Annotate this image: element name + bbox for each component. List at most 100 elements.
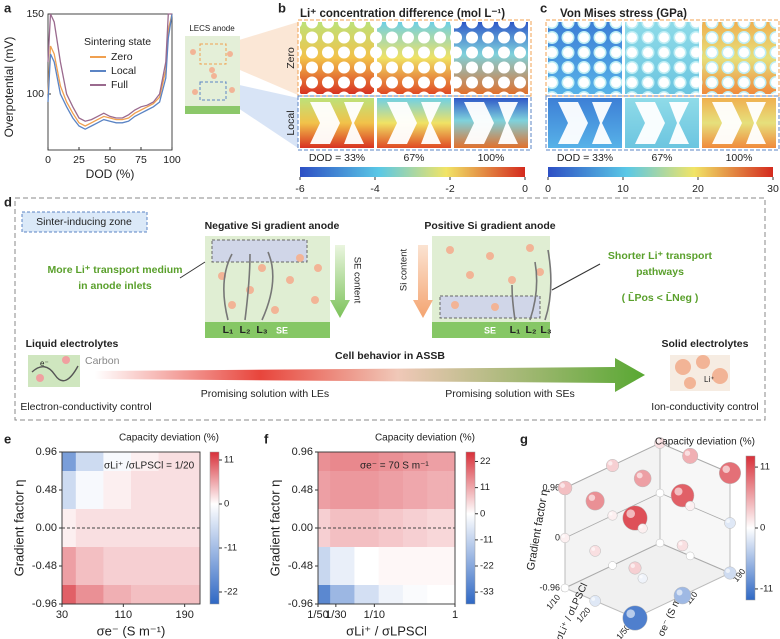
colorbar-tick-label: 0 [224, 499, 229, 510]
bubble-highlight [657, 490, 660, 493]
panel-title: Li⁺ concentration difference (mol L⁻¹) [300, 8, 505, 20]
y-tick-label: -0.96 [288, 598, 313, 610]
bubble-highlight [630, 563, 635, 568]
cell-arrow [95, 358, 645, 392]
sinter-zone [211, 239, 308, 263]
bubble [608, 561, 617, 570]
electrolyte-title: Solid electrolytes [662, 338, 749, 350]
bubble [654, 437, 666, 449]
bubble [723, 566, 737, 580]
colorbar-tick-label: 30 [767, 183, 779, 195]
anode-inset: LECS anode [185, 24, 240, 114]
x-tick-label: 1 [452, 609, 458, 621]
bubble [608, 561, 617, 570]
heat-cell [131, 452, 159, 472]
bubble-highlight [562, 585, 565, 588]
bubble [560, 533, 570, 543]
gradient-arrow [413, 245, 433, 318]
heat-cell [158, 585, 187, 605]
bubble [589, 545, 601, 557]
panel-letter: c [540, 0, 547, 15]
bubble-highlight [560, 483, 565, 488]
panel-letter: b [278, 0, 286, 15]
heat-cell [186, 471, 201, 510]
ion-label: Li⁺ [704, 375, 714, 384]
bubble-highlight [722, 465, 730, 473]
heat-cell [378, 471, 404, 510]
bubble [685, 551, 695, 561]
bubble [606, 459, 619, 472]
column-label: DOD = 33% [309, 152, 365, 164]
heat-cell [427, 509, 448, 548]
bubble-highlight [626, 509, 636, 518]
heat-cell [402, 471, 428, 510]
panel-letter: e [4, 431, 11, 446]
x-tick-label: 50 [104, 154, 116, 166]
y-tick-label: 100 [26, 88, 44, 100]
path-arrow [223, 251, 274, 321]
y-axis-label: Gradient factor η [11, 480, 26, 577]
particles [446, 244, 544, 311]
colorbar-tick-label: -33 [480, 587, 494, 598]
annotation: σLi⁺ /σLPSCl = 1/20 [104, 461, 195, 472]
heat-cell [330, 452, 355, 472]
heat-cell [131, 585, 159, 605]
y-tick-label: 0.48 [36, 484, 57, 496]
sim-pore [669, 102, 689, 144]
row-frame [297, 19, 532, 97]
bubble-highlight [687, 553, 691, 556]
x-axis-label: σe⁻ (S m⁻¹) [97, 623, 166, 638]
y-axis-label: Gradient factor η [267, 480, 282, 577]
y-tick-label: 0.00 [292, 522, 313, 534]
heat-cell [354, 471, 380, 510]
legend-title: Sintering state [84, 36, 151, 48]
colorbar-tick-label: 0 [760, 523, 765, 534]
panel-title: Von Mises stress (GPa) [560, 8, 687, 20]
pointer [551, 263, 601, 291]
x-tick-label: 100 [163, 154, 181, 166]
heat-cell [402, 585, 428, 605]
heat-cell [62, 547, 77, 586]
colorbar-tick-label: 22 [480, 456, 491, 467]
x-axis-label: σLi⁺ / σLPSCl [346, 623, 427, 638]
bubble-highlight [639, 575, 643, 579]
bubble [557, 480, 573, 496]
heat-cell [103, 547, 132, 586]
carbon-fiber [31, 365, 79, 382]
annotation: σe⁻ = 70 S m⁻¹ [360, 461, 429, 472]
y-tick-label: 0 [555, 532, 560, 542]
line-series [47, 13, 172, 122]
y-tick-label: -0.96 [32, 598, 57, 610]
heat-cell [402, 547, 428, 586]
bubble-highlight [726, 519, 730, 523]
colorbar [745, 455, 756, 601]
axis-note: Si content [399, 249, 410, 292]
pointer [179, 261, 206, 279]
y-tick-label: -0.48 [288, 560, 313, 572]
sim-pore [746, 102, 766, 144]
bubble-highlight [561, 534, 566, 539]
column-label: 100% [726, 152, 753, 164]
x-tick-label: 1/30 [325, 609, 346, 621]
sim-pore [387, 102, 417, 144]
heat-cell [158, 452, 187, 472]
heat-cell [354, 585, 380, 605]
heat-cell [447, 547, 456, 586]
heat-cell [318, 547, 331, 586]
bubble [655, 538, 665, 548]
column-label: 67% [651, 152, 672, 164]
electron-label: e⁻ [40, 359, 49, 368]
sim-pore [344, 102, 364, 144]
colorbar-tick-label: 11 [760, 462, 770, 473]
colorbar [300, 167, 525, 177]
se-label: SE [484, 325, 496, 335]
path-label: L₁ [510, 324, 521, 336]
legend-label: Sinter-inducing zone [36, 216, 132, 228]
bubble-highlight [657, 540, 660, 543]
bubble-highlight [591, 597, 596, 601]
bubble [560, 583, 570, 593]
bubble-highlight [676, 589, 683, 596]
y-tick-label: -0.48 [32, 560, 57, 572]
bubble-highlight [626, 609, 636, 619]
bubble [676, 539, 689, 552]
